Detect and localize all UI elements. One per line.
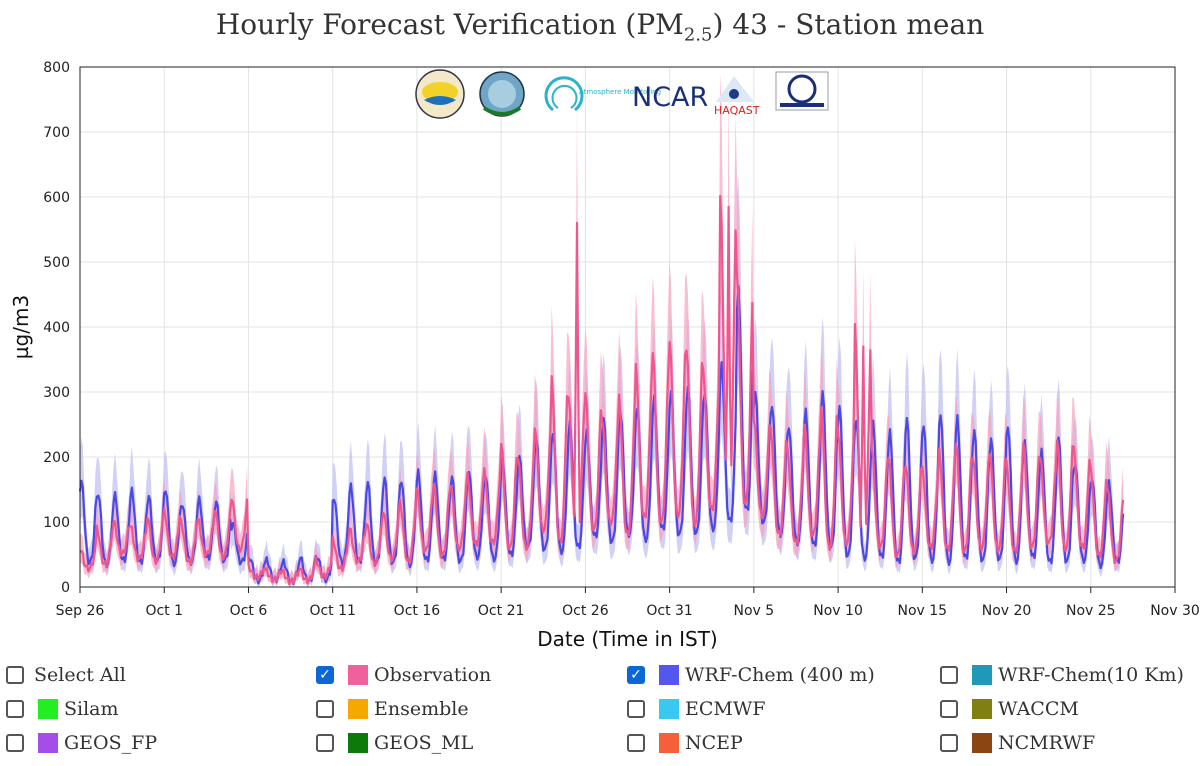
checkbox[interactable] — [627, 700, 645, 718]
y-tick-label: 0 — [61, 580, 70, 596]
x-tick-label: Oct 11 — [309, 603, 355, 619]
chart-canvas: 0 100 200 300 400 500 600 700 800 Sep 26 Oct 1 Oct … — [9, 60, 1200, 651]
legend-item-ensemble[interactable]: Ensemble — [316, 694, 469, 724]
observation-line — [79, 194, 1125, 586]
plot-frame — [79, 66, 1176, 588]
svg-text:HAQAST: HAQAST — [714, 104, 760, 117]
color-swatch — [972, 665, 992, 685]
logo-atmosphere-monitoring: Atmosphere Monitoring — [544, 76, 661, 112]
color-swatch — [348, 699, 368, 719]
color-swatch — [659, 665, 679, 685]
x-tick-label: Nov 20 — [982, 603, 1032, 619]
color-swatch — [972, 733, 992, 753]
checkbox[interactable]: ✓ — [316, 666, 334, 684]
legend-item-select-all[interactable]: Select All — [6, 660, 126, 690]
x-tick-label: Oct 26 — [562, 603, 609, 619]
legend-label: GEOS_FP — [64, 732, 158, 754]
x-axis-label: Date (Time in IST) — [537, 627, 717, 651]
y-tick-label: 500 — [43, 255, 70, 271]
x-tick-label: Nov 10 — [813, 603, 863, 619]
checkbox[interactable] — [316, 734, 334, 752]
legend-label: GEOS_ML — [374, 732, 474, 754]
logo-6 — [775, 71, 829, 111]
color-swatch — [348, 733, 368, 753]
x-tick-label: Oct 21 — [478, 603, 524, 619]
legend-label: NCEP — [685, 732, 743, 754]
color-swatch — [348, 665, 368, 685]
checkbox[interactable] — [6, 734, 24, 752]
legend-label: Ensemble — [374, 698, 469, 720]
legend-item-wrf-chem-400m[interactable]: ✓ WRF-Chem (400 m) — [627, 660, 875, 690]
observation-band — [80, 72, 1124, 587]
y-tick-label: 200 — [43, 450, 70, 466]
x-tick-label: Nov 5 — [734, 603, 775, 619]
color-swatch — [659, 699, 679, 719]
color-swatch — [972, 699, 992, 719]
x-tick-label: Oct 31 — [646, 603, 692, 619]
legend-label: WRF-Chem (400 m) — [685, 664, 875, 686]
checkbox[interactable] — [940, 700, 958, 718]
legend-label: WRF-Chem(10 Km) — [998, 664, 1184, 686]
x-tick-label: Nov 30 — [1150, 603, 1200, 619]
legend-label: Observation — [374, 664, 492, 686]
y-axis-label: µg/m3 — [9, 295, 33, 359]
logo-atmosphere-text: Atmosphere Monitoring — [579, 88, 661, 96]
chart-title: Hourly Forecast Verification (PM2.5) 43 … — [215, 8, 985, 46]
y-tick-label: 100 — [43, 515, 70, 531]
partner-logos: Atmosphere Monitoring NCAR HAQAST — [415, 69, 829, 119]
legend-item-ncep[interactable]: NCEP — [627, 728, 743, 758]
checkbox[interactable] — [6, 700, 24, 718]
axes: 0 100 200 300 400 500 600 700 800 Sep 26 Oct 1 Oct … — [9, 60, 1200, 651]
logo-ncar: NCAR — [632, 82, 708, 113]
color-swatch — [38, 699, 58, 719]
legend-label: WACCM — [998, 698, 1079, 720]
legend-label: NCMRWF — [998, 732, 1096, 754]
x-tick-label: Nov 15 — [898, 603, 948, 619]
legend-label: Select All — [34, 664, 126, 686]
x-tick-label: Oct 6 — [230, 603, 268, 619]
y-tick-label: 700 — [43, 125, 70, 141]
legend-item-ncmrwf[interactable]: NCMRWF — [940, 728, 1095, 758]
color-swatch — [659, 733, 679, 753]
checkbox[interactable] — [6, 666, 24, 684]
checkbox[interactable] — [627, 734, 645, 752]
legend-label: ECMWF — [685, 698, 766, 720]
legend-item-geos-fp[interactable]: GEOS_FP — [6, 728, 157, 758]
series-lines — [78, 194, 1125, 586]
checkbox[interactable] — [316, 700, 334, 718]
y-tick-label: 600 — [43, 190, 70, 206]
logo-1 — [415, 69, 465, 119]
y-tick-label: 800 — [43, 60, 70, 76]
y-tick-label: 300 — [43, 385, 70, 401]
x-tick-label: Oct 16 — [394, 603, 441, 619]
legend-item-geos-ml[interactable]: GEOS_ML — [316, 728, 473, 758]
x-tick-label: Nov 25 — [1066, 603, 1116, 619]
legend-item-wrf-chem-10km[interactable]: WRF-Chem(10 Km) — [940, 660, 1184, 690]
series-bands — [80, 72, 1124, 588]
checkbox[interactable] — [940, 666, 958, 684]
x-tick-label: Sep 26 — [56, 603, 105, 619]
legend-item-observation[interactable]: ✓ Observation — [316, 660, 491, 690]
logo-2 — [479, 71, 525, 117]
color-swatch — [38, 733, 58, 753]
legend-label: Silam — [64, 698, 119, 720]
y-tick-label: 400 — [43, 320, 70, 336]
legend-item-waccm[interactable]: WACCM — [940, 694, 1079, 724]
logo-haqast: HAQAST — [714, 76, 760, 117]
legend-item-ecmwf[interactable]: ECMWF — [627, 694, 766, 724]
legend-item-silam[interactable]: Silam — [6, 694, 119, 724]
checkbox[interactable] — [940, 734, 958, 752]
checkbox[interactable]: ✓ — [627, 666, 645, 684]
legend: Select All ✓ Observation ✓ WRF-Chem (400… — [0, 658, 1200, 766]
x-tick-label: Oct 1 — [145, 603, 183, 619]
